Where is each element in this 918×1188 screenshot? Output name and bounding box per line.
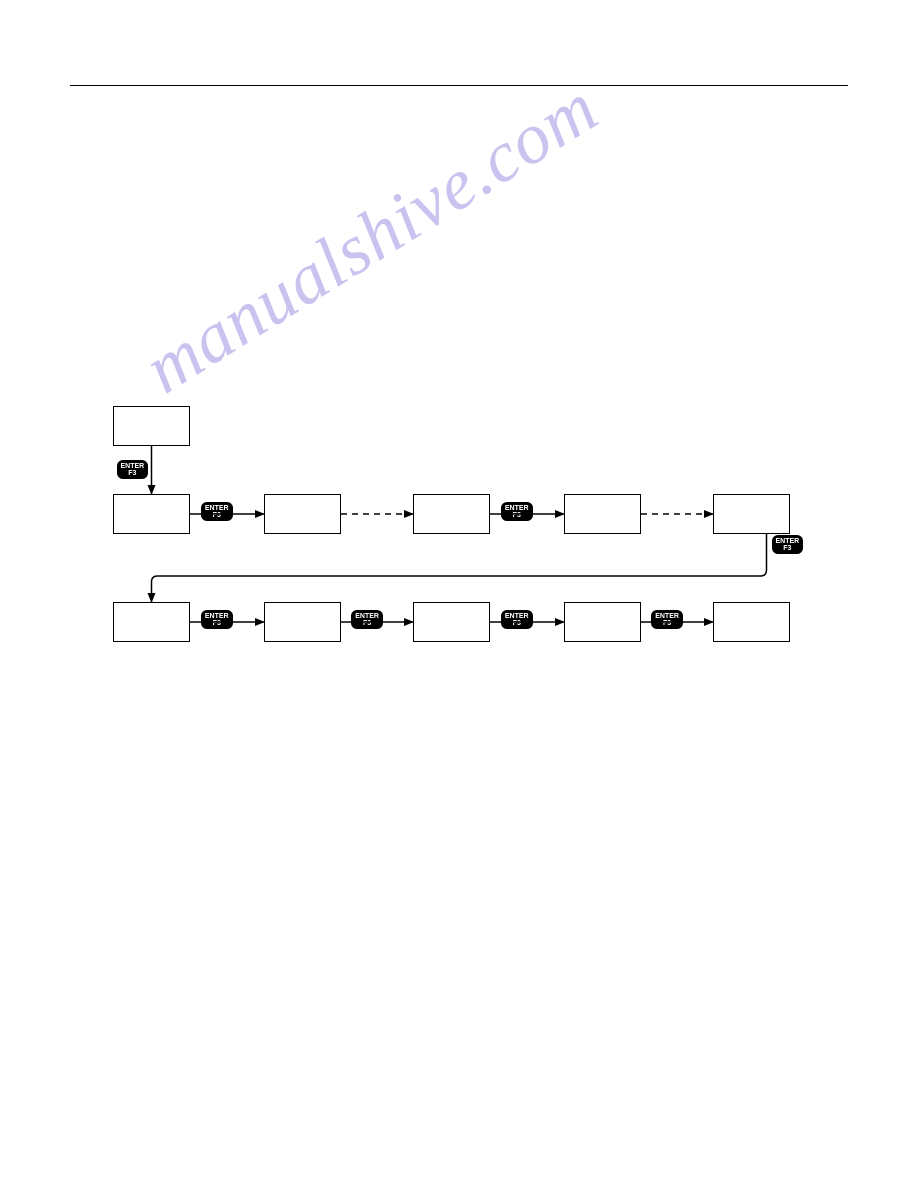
flowchart-node (113, 406, 190, 446)
flowchart-node (413, 494, 490, 534)
flowchart-edges-layer (0, 0, 918, 1188)
enter-key-icon: ENTERF3 (201, 610, 233, 629)
enter-key-icon: ENTERF3 (351, 610, 383, 629)
flowchart-node (564, 494, 641, 534)
flowchart-node (713, 494, 790, 534)
flowchart-node (564, 602, 641, 642)
flowchart-node (264, 602, 341, 642)
horizontal-rule (70, 85, 848, 86)
watermark-text: manualshive.com (130, 0, 751, 410)
enter-key-icon: ENTERF3 (117, 460, 149, 479)
enter-key-icon: ENTERF3 (501, 610, 533, 629)
enter-key-icon: ENTERF3 (201, 502, 233, 521)
enter-key-icon: ENTERF3 (772, 535, 804, 554)
flowchart-node (113, 602, 190, 642)
flowchart-node (264, 494, 341, 534)
flowchart-node (113, 494, 190, 534)
enter-key-icon: ENTERF3 (501, 502, 533, 521)
flowchart-node (713, 602, 790, 642)
enter-key-icon: ENTERF3 (651, 610, 683, 629)
flowchart-node (413, 602, 490, 642)
